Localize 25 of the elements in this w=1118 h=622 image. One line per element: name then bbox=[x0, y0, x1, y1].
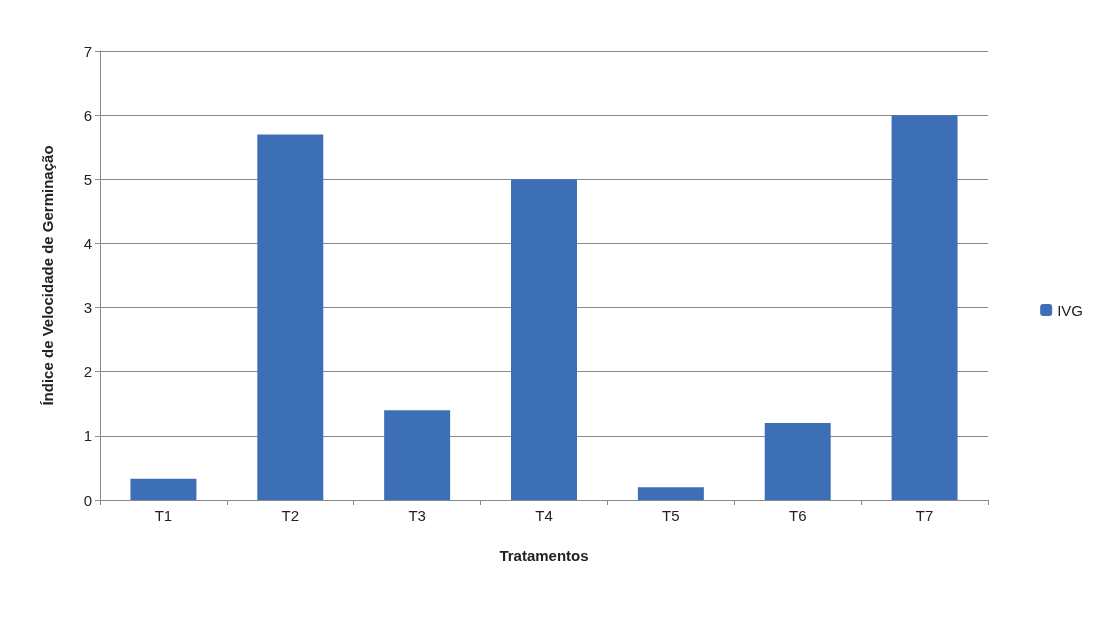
x-tick-label: T7 bbox=[915, 507, 934, 524]
x-tick-label: T3 bbox=[408, 507, 426, 524]
y-tick-label: 6 bbox=[83, 106, 92, 124]
bar bbox=[511, 179, 577, 500]
bar bbox=[764, 423, 831, 500]
y-tick-label: 0 bbox=[83, 491, 92, 509]
bar bbox=[891, 115, 958, 500]
y-tick-label: 3 bbox=[83, 299, 92, 317]
bar bbox=[257, 134, 324, 500]
y-tick-label: 4 bbox=[83, 234, 92, 252]
x-axis-title: Tratamentos bbox=[499, 547, 589, 564]
y-tick-label: 5 bbox=[83, 170, 92, 188]
bar bbox=[384, 410, 451, 500]
x-tick-label: T5 bbox=[662, 507, 680, 524]
x-tick-label: T4 bbox=[535, 507, 553, 524]
legend-label: IVG bbox=[1057, 301, 1083, 319]
y-axis-title: Índice de Velocidade de Germinação bbox=[39, 145, 56, 406]
y-tick-label: 7 bbox=[83, 42, 92, 60]
x-tick-label: T6 bbox=[788, 507, 807, 524]
x-tick-label: T1 bbox=[154, 507, 173, 524]
x-tick-label: T2 bbox=[281, 507, 300, 524]
bar bbox=[130, 478, 197, 500]
bar bbox=[637, 487, 704, 500]
y-tick-label: 2 bbox=[83, 363, 92, 381]
y-tick-label: 1 bbox=[83, 427, 92, 445]
